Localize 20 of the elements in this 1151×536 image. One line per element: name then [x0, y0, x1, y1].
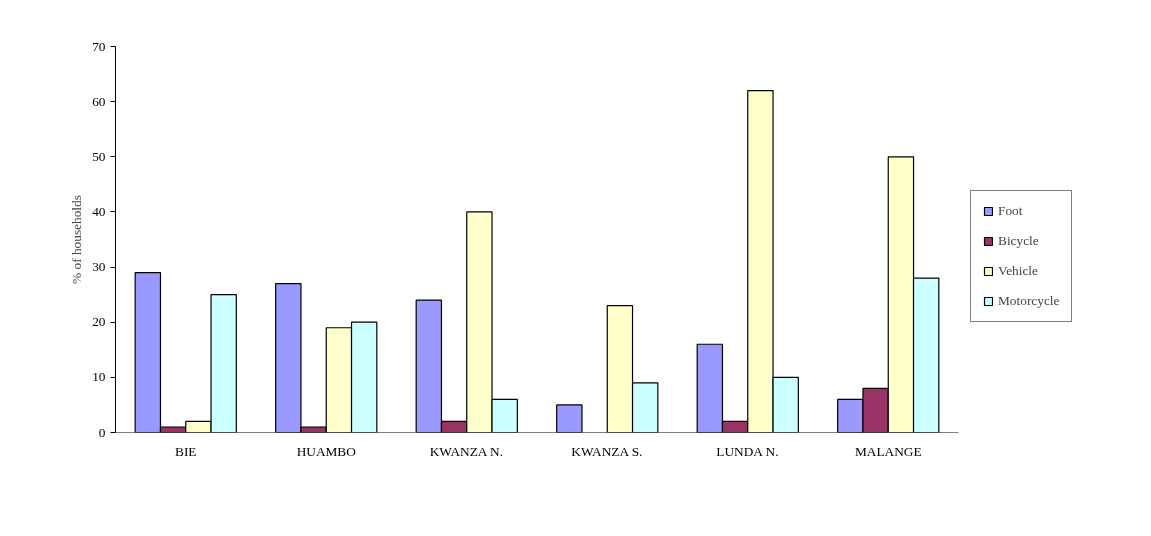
legend-label: Foot — [998, 203, 1023, 219]
y-axis-title: % of households — [69, 195, 85, 284]
y-tick-label: 0 — [98, 424, 106, 440]
legend-label: Motorcycle — [998, 293, 1060, 309]
y-tick-label: 30 — [92, 259, 106, 275]
y-tick-label: 20 — [92, 314, 106, 330]
legend-label: Vehicle — [998, 263, 1038, 279]
x-tick-label: HUAMBO — [296, 443, 357, 459]
y-tick-label: 40 — [92, 203, 106, 219]
legend-label: Bicycle — [998, 233, 1039, 249]
bar — [556, 404, 583, 433]
x-tick-label: KWANZA N. — [429, 443, 504, 459]
y-tick-label: 60 — [92, 93, 106, 109]
x-tick-label: LUNDA N. — [716, 443, 779, 459]
y-tick-label: 70 — [92, 38, 106, 54]
x-tick-label: KWANZA S. — [571, 443, 643, 459]
y-tick-label: 50 — [92, 148, 106, 164]
x-tick-label: MALANGE — [854, 443, 922, 459]
x-tick-label: BIE — [175, 443, 197, 459]
y-tick-label: 10 — [92, 369, 106, 385]
